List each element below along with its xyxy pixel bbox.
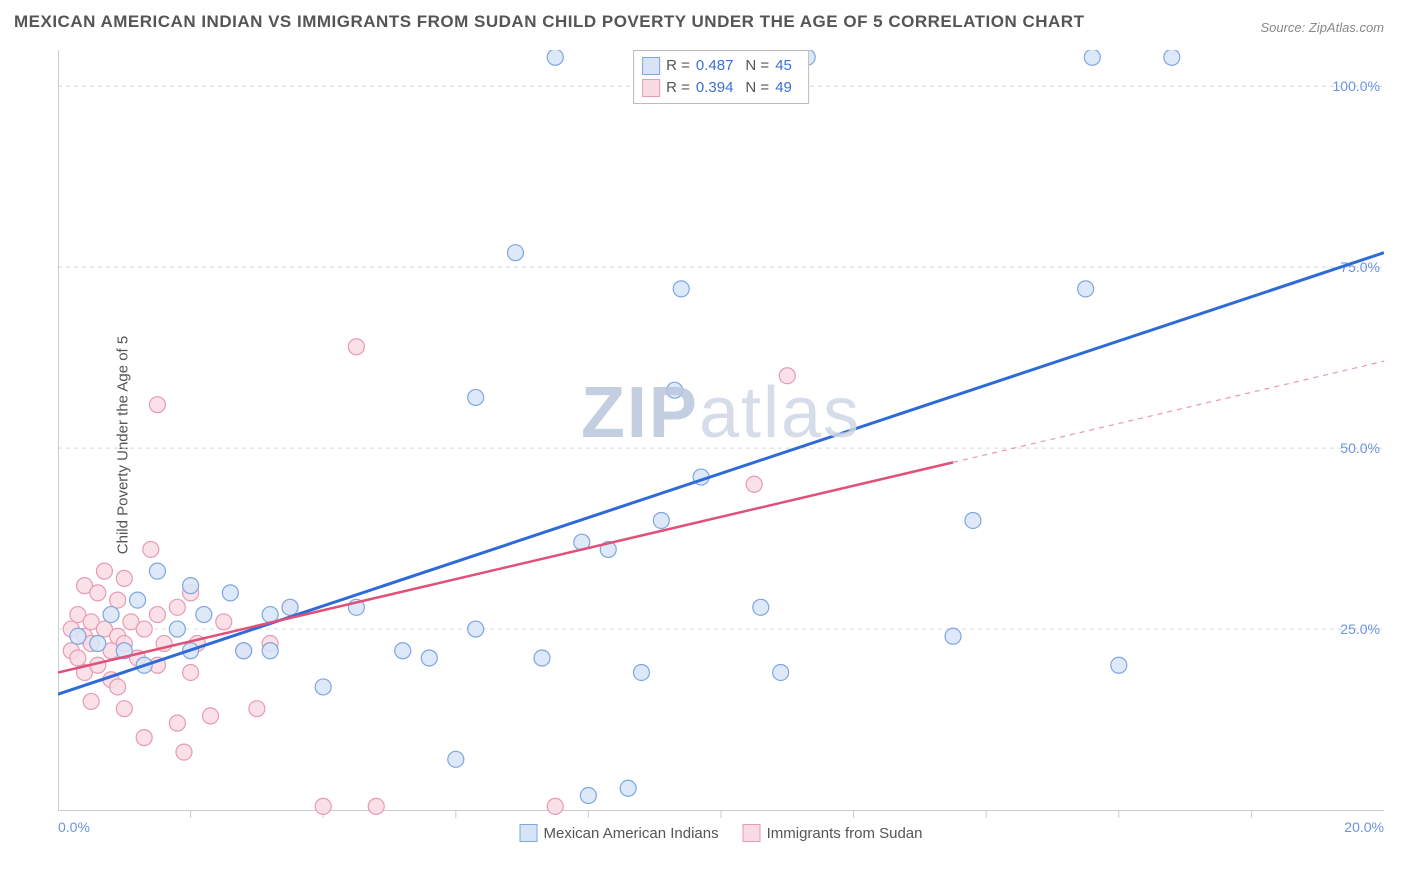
- n-value-a: 45: [775, 55, 792, 77]
- source-attribution: Source: ZipAtlas.com: [1260, 20, 1384, 35]
- chart-svg: 0.0%20.0%25.0%50.0%75.0%100.0%: [58, 50, 1384, 840]
- svg-text:100.0%: 100.0%: [1333, 78, 1380, 94]
- correlation-stats-box: R = 0.487 N = 45 R = 0.394 N = 49: [633, 50, 809, 104]
- n-value-b: 49: [775, 77, 792, 99]
- bottom-legend: Mexican American Indians Immigrants from…: [516, 824, 927, 842]
- svg-text:25.0%: 25.0%: [1340, 621, 1380, 637]
- legend-label-b: Immigrants from Sudan: [767, 825, 923, 842]
- stat-row-series-a: R = 0.487 N = 45: [642, 55, 798, 77]
- scatter-plot: 0.0%20.0%25.0%50.0%75.0%100.0% ZIPatlas …: [58, 50, 1384, 840]
- legend-label-a: Mexican American Indians: [544, 825, 719, 842]
- swatch-series-a: [642, 57, 660, 75]
- n-label: N =: [745, 55, 769, 77]
- svg-text:50.0%: 50.0%: [1340, 440, 1380, 456]
- legend-item-b: Immigrants from Sudan: [743, 824, 923, 842]
- r-value-a: 0.487: [696, 55, 734, 77]
- svg-text:0.0%: 0.0%: [58, 819, 90, 835]
- svg-text:20.0%: 20.0%: [1344, 819, 1384, 835]
- r-label: R =: [666, 77, 690, 99]
- r-value-b: 0.394: [696, 77, 734, 99]
- legend-item-a: Mexican American Indians: [520, 824, 719, 842]
- swatch-series-b: [642, 79, 660, 97]
- n-label: N =: [745, 77, 769, 99]
- legend-swatch-b: [743, 824, 761, 842]
- chart-container: Child Poverty Under the Age of 5 0.0%20.…: [44, 50, 1384, 840]
- chart-title: MEXICAN AMERICAN INDIAN VS IMMIGRANTS FR…: [14, 12, 1084, 32]
- legend-swatch-a: [520, 824, 538, 842]
- stat-row-series-b: R = 0.394 N = 49: [642, 77, 798, 99]
- r-label: R =: [666, 55, 690, 77]
